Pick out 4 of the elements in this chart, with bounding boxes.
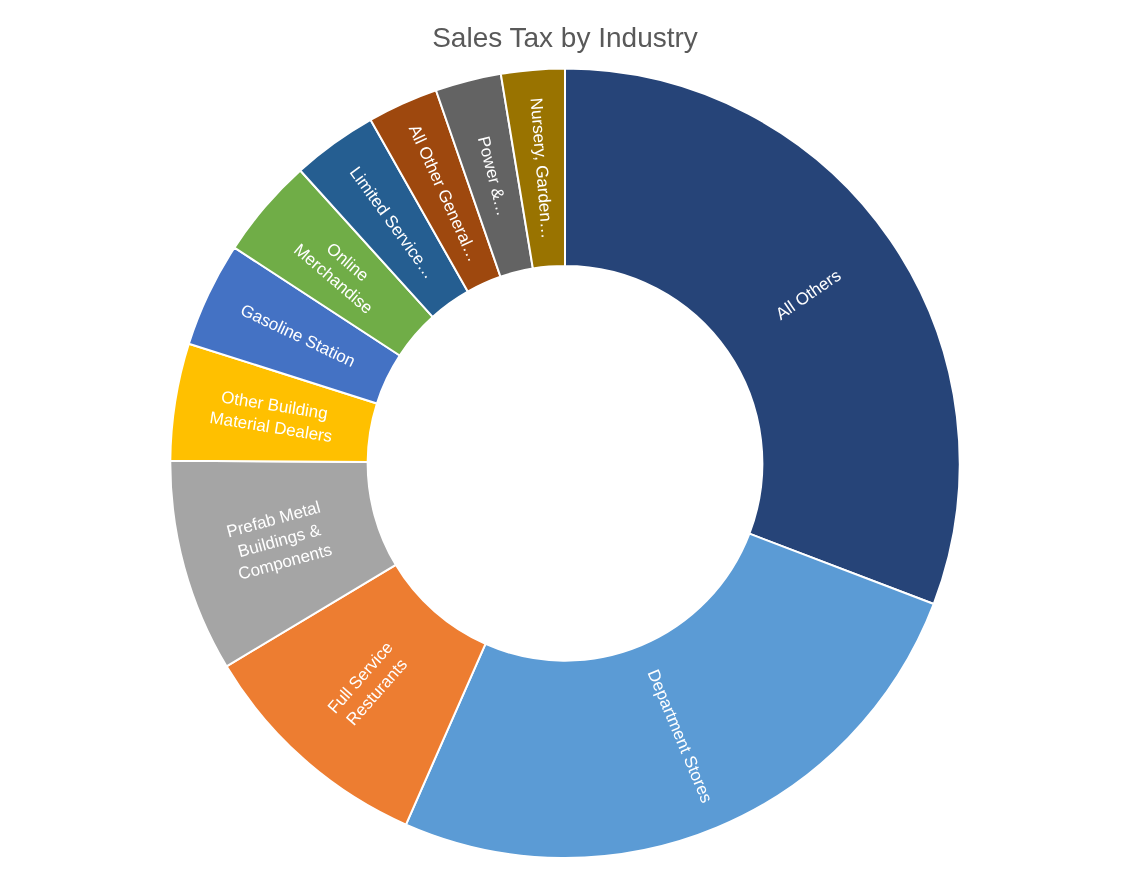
chart-title: Sales Tax by Industry bbox=[432, 21, 698, 53]
slice-label: Other Building Material Dealers bbox=[208, 387, 334, 447]
slice-label: Power &… bbox=[473, 134, 513, 218]
slice-label: Nursery, Garden… bbox=[526, 96, 557, 240]
